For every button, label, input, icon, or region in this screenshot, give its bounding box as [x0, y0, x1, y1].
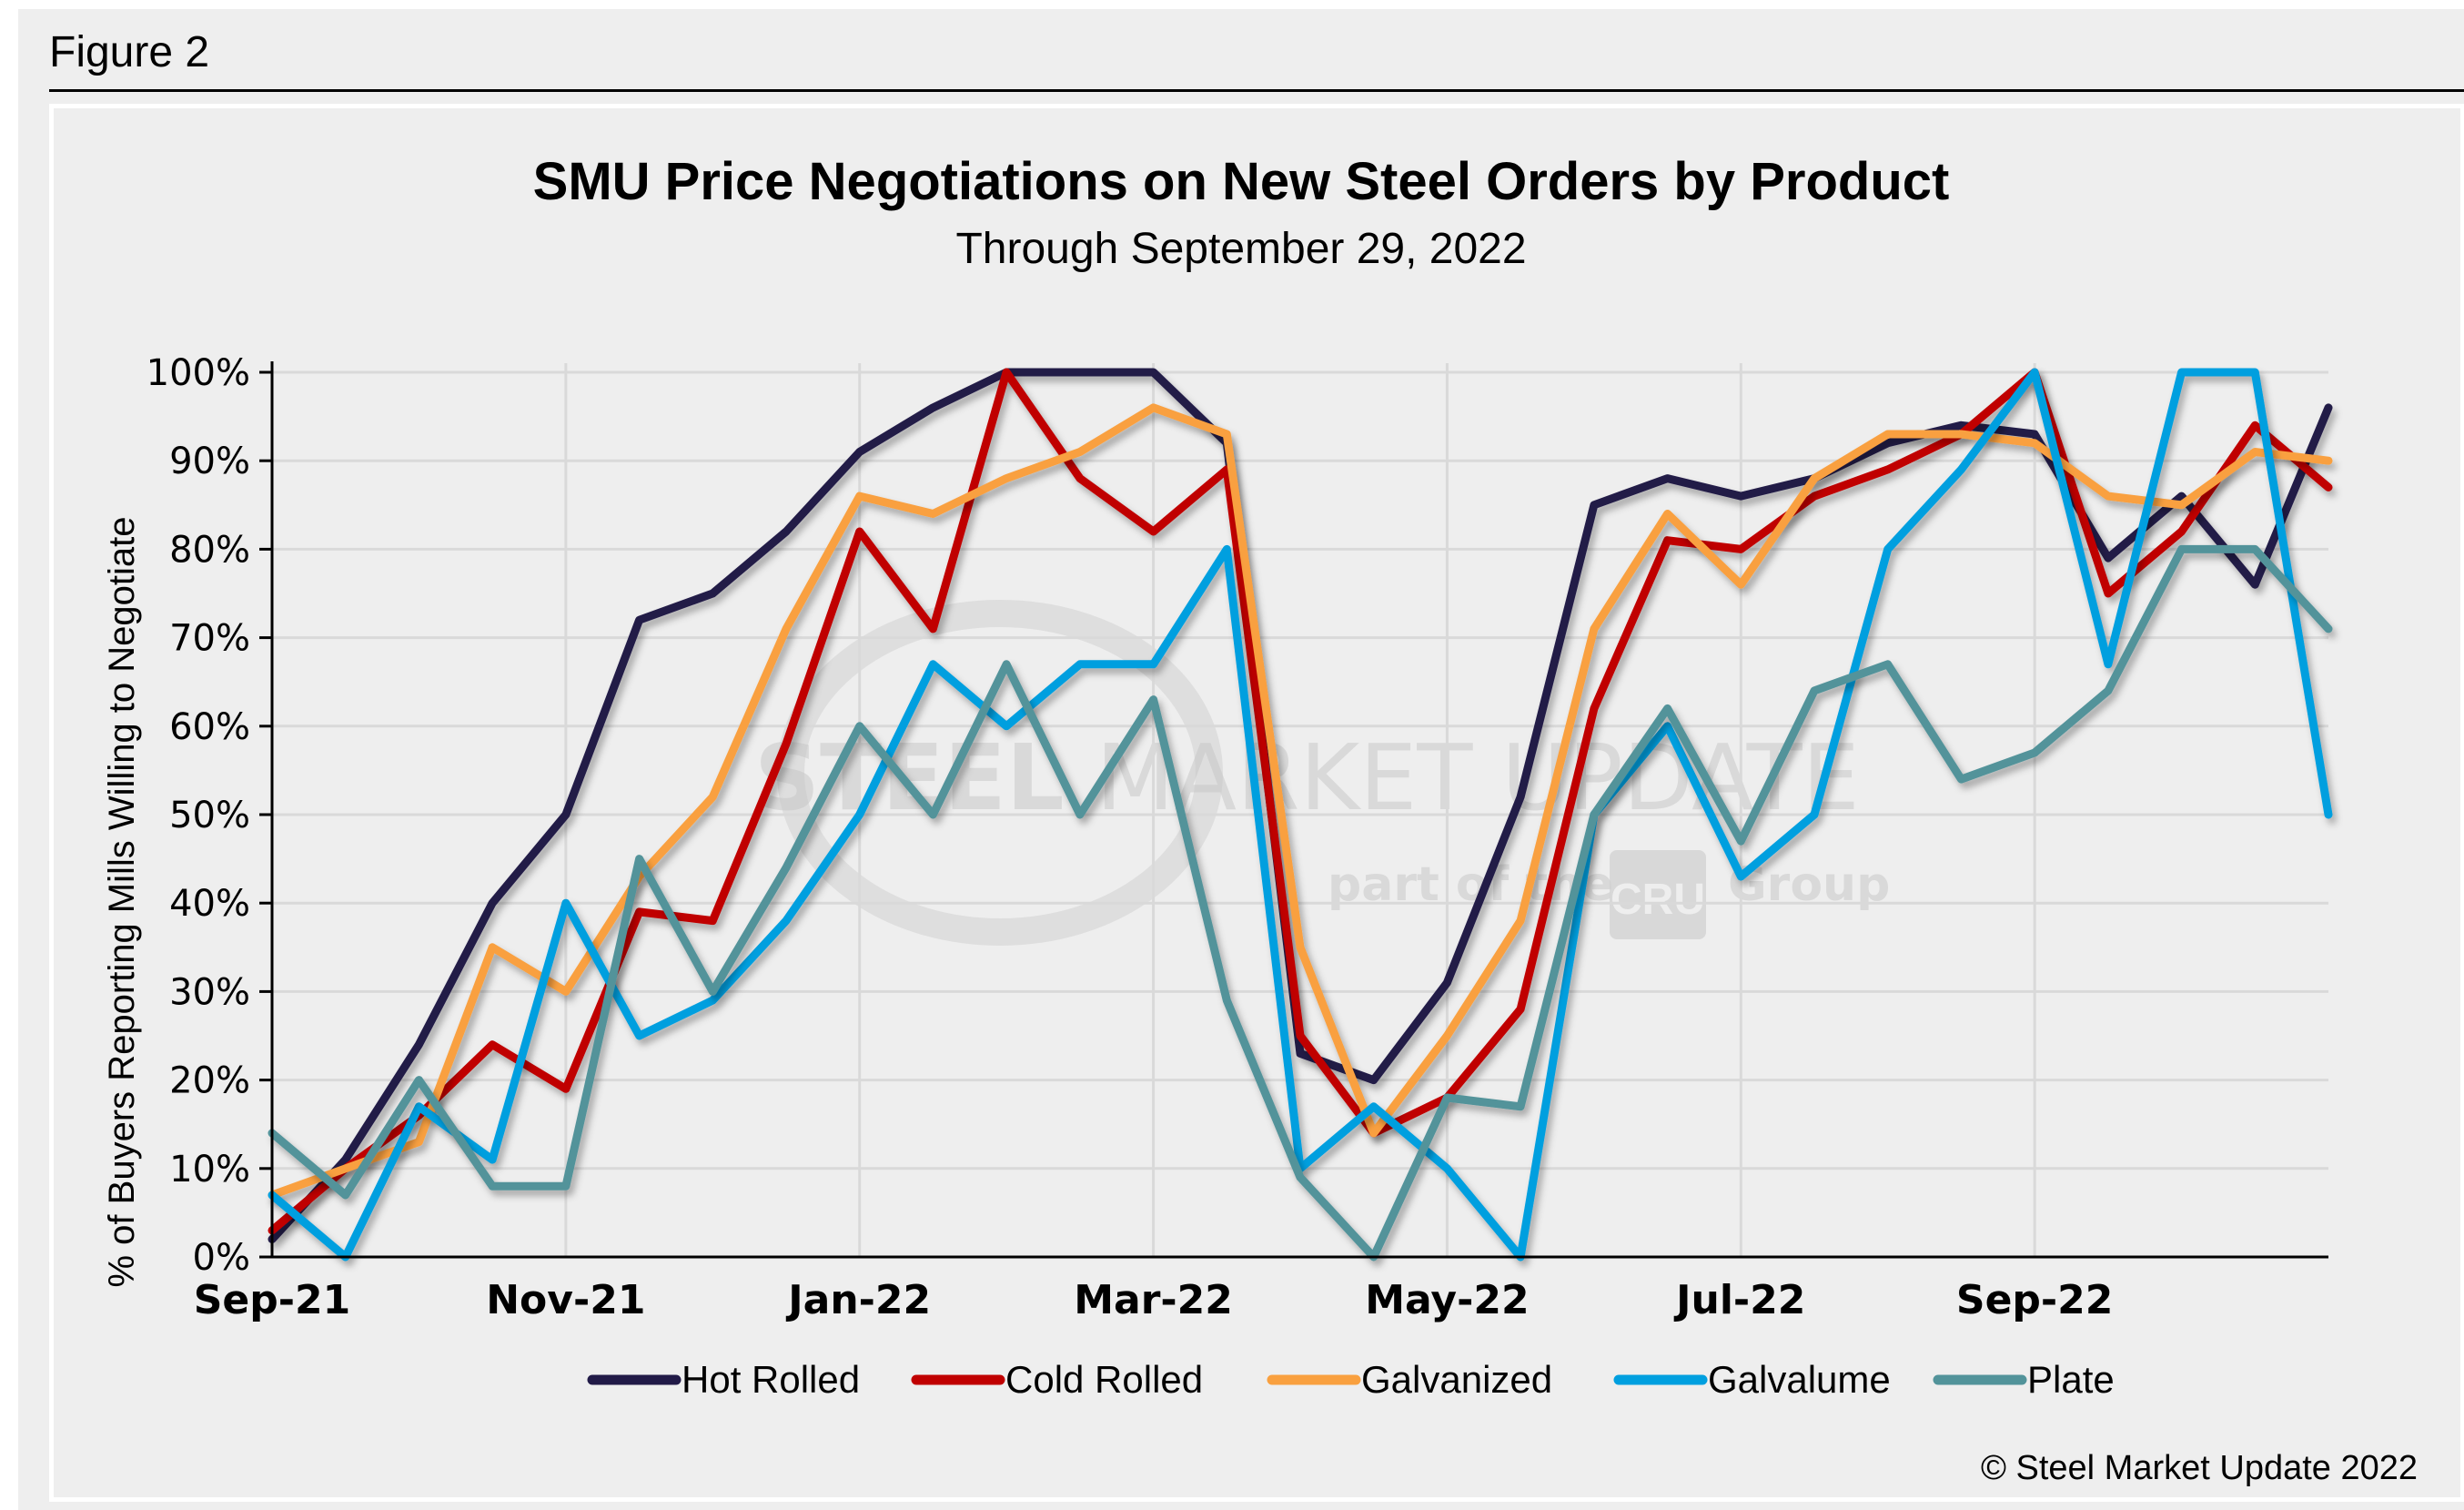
- y-tick-label: 70%: [169, 618, 250, 660]
- x-tick-label: Sep-21: [194, 1277, 351, 1323]
- chart-subtitle: Through September 29, 2022: [955, 225, 1526, 273]
- legend-label: Hot Rolled: [682, 1358, 860, 1401]
- y-tick-label: 10%: [169, 1149, 250, 1191]
- watermark: STEEL MARKET UPDATE part of the CRU Grou…: [754, 600, 1890, 946]
- legend: Hot Rolled Cold Rolled Galvanized Galvalume…: [587, 1358, 2115, 1401]
- legend-item-cold-rolled: Cold Rolled: [911, 1358, 1203, 1401]
- y-tick-label: 90%: [169, 441, 250, 482]
- chart-panel: SMU Price Negotiations on New Steel Orde…: [49, 104, 2464, 1502]
- x-axis-ticks: Sep-21 Nov-21 Jan-22 Mar-22 May-22 Jul-22 Sep-…: [194, 1277, 2114, 1323]
- figure-divider: [49, 89, 2464, 92]
- x-tick-label: Jan-22: [785, 1277, 931, 1323]
- y-tick-label: 100%: [146, 352, 250, 394]
- figure-label: Figure 2: [49, 28, 210, 76]
- legend-label: Galvalume: [1708, 1358, 1891, 1401]
- figure-background: Figure 2 SMU Price Negotiations on New S…: [18, 9, 2464, 1510]
- gridlines: [272, 363, 2328, 1257]
- legend-item-hot-rolled: Hot Rolled: [587, 1358, 860, 1401]
- chart: SMU Price Negotiations on New Steel Orde…: [102, 152, 2418, 1487]
- y-axis-label: % of Buyers Reporting Mills Willing to N…: [102, 516, 142, 1287]
- y-axis-ticks: 0% 10% 20% 30% 40% 50% 60% 70% 80% 90% 100%: [146, 352, 272, 1279]
- legend-item-plate: Plate: [1933, 1358, 2115, 1401]
- y-tick-label: 30%: [169, 971, 250, 1013]
- x-tick-label: Nov-21: [486, 1277, 645, 1323]
- x-tick-label: Mar-22: [1074, 1277, 1233, 1323]
- legend-item-galvanized: Galvanized: [1267, 1358, 1552, 1401]
- y-tick-label: 0%: [193, 1237, 250, 1279]
- series-lines: [268, 368, 2333, 1262]
- chart-title: SMU Price Negotiations on New Steel Orde…: [533, 152, 1950, 211]
- legend-label: Cold Rolled: [1005, 1358, 1203, 1401]
- y-tick-label: 20%: [169, 1060, 250, 1102]
- copyright-credit: © Steel Market Update 2022: [1981, 1449, 2418, 1487]
- x-tick-label: Sep-22: [1956, 1277, 2114, 1323]
- legend-item-galvalume: Galvalume: [1613, 1358, 1891, 1401]
- watermark-swoosh: [777, 600, 1223, 946]
- watermark-cru-badge: [1610, 850, 1706, 939]
- y-tick-label: 80%: [169, 529, 250, 571]
- y-tick-label: 60%: [169, 706, 250, 748]
- x-tick-label: Jul-22: [1673, 1277, 1805, 1323]
- legend-label: Galvanized: [1361, 1358, 1552, 1401]
- legend-label: Plate: [2027, 1358, 2115, 1401]
- y-tick-label: 40%: [169, 883, 250, 925]
- y-tick-label: 50%: [169, 795, 250, 836]
- x-tick-label: May-22: [1365, 1277, 1529, 1323]
- watermark-cru: CRU: [1611, 876, 1705, 924]
